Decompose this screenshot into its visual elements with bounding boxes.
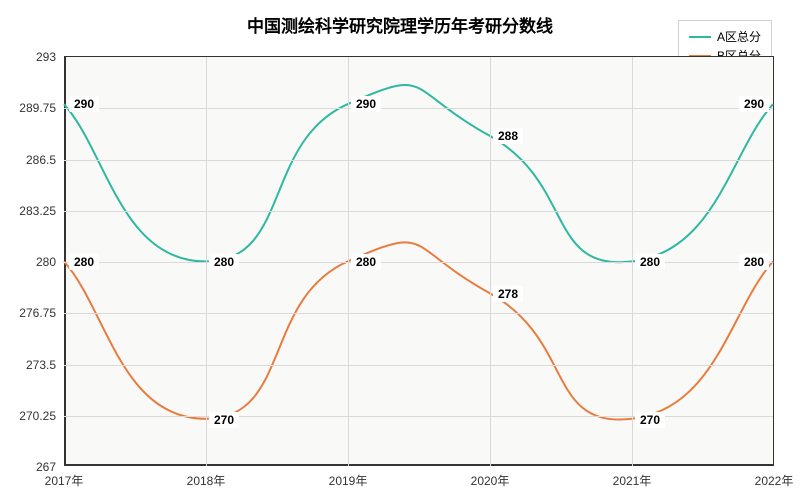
data-label: 280 (209, 254, 239, 270)
gridline-h (64, 313, 773, 314)
y-tick-label: 280 (36, 255, 64, 269)
gridline-h (64, 160, 773, 161)
legend-swatch-a (689, 36, 711, 38)
x-tick-label: 2022年 (755, 466, 794, 489)
data-label: 270 (635, 412, 665, 428)
gridline-h (64, 416, 773, 417)
x-tick-label: 2021年 (613, 466, 652, 489)
data-label: 270 (209, 412, 239, 428)
gridline-h (64, 262, 773, 263)
gridline-h (64, 365, 773, 366)
data-label: 278 (493, 286, 523, 302)
y-tick-label: 289.75 (19, 101, 64, 115)
series-line (64, 85, 773, 262)
y-tick-label: 273.5 (26, 358, 64, 372)
y-tick-label: 276.75 (19, 306, 64, 320)
data-label: 290 (69, 96, 99, 112)
gridline-h (64, 108, 773, 109)
x-tick-label: 2017年 (45, 466, 84, 489)
data-label: 288 (493, 128, 523, 144)
gridline-v (348, 57, 349, 466)
gridline-v (490, 57, 491, 466)
x-tick-label: 2020年 (471, 466, 510, 489)
y-tick-label: 270.25 (19, 409, 64, 423)
gridline-v (206, 57, 207, 466)
series-line (64, 242, 773, 419)
data-label: 290 (351, 96, 381, 112)
gridline-h (64, 211, 773, 212)
x-tick-label: 2018年 (187, 466, 226, 489)
data-label: 280 (351, 254, 381, 270)
y-tick-label: 293 (36, 50, 64, 64)
chart-container: 中国测绘科学研究院理学历年考研分数线 A区总分 B区总分 267270.2527… (0, 0, 800, 500)
legend-item-a: A区总分 (689, 28, 761, 45)
data-label: 280 (635, 254, 665, 270)
legend-label-a: A区总分 (717, 28, 761, 45)
gridline-v (632, 57, 633, 466)
data-label: 280 (69, 254, 99, 270)
data-label: 280 (739, 254, 769, 270)
data-label: 290 (739, 96, 769, 112)
x-tick-label: 2019年 (329, 466, 368, 489)
y-tick-label: 283.25 (19, 204, 64, 218)
y-tick-label: 286.5 (26, 153, 64, 167)
plot-area: 267270.25273.5276.75280283.25286.5289.75… (64, 56, 774, 466)
